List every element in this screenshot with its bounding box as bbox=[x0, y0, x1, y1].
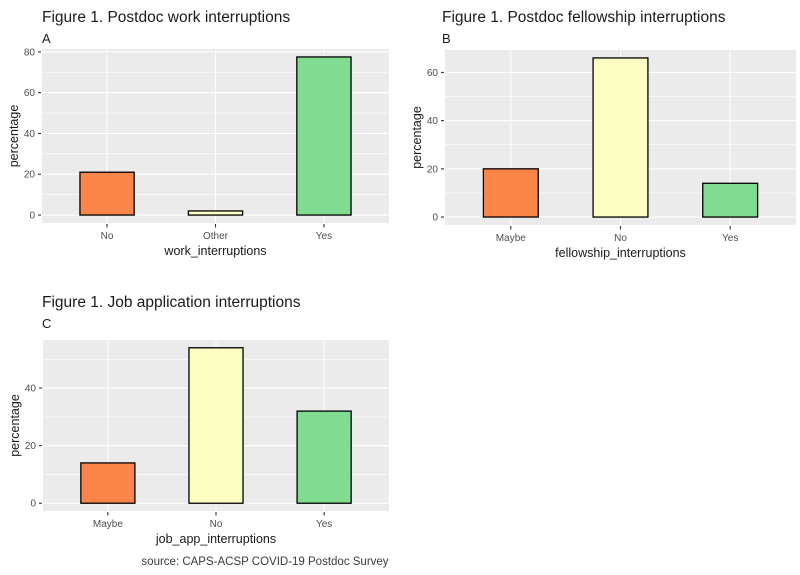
panel-title: Figure 1. Job application interruptions bbox=[42, 294, 301, 311]
bar-maybe bbox=[482, 168, 539, 218]
panel-fellowship-interruptions: 0 20 40 60 Maybe No Yes fellowship_interruption… bbox=[400, 0, 800, 285]
panel-tag: A bbox=[42, 31, 51, 46]
panel-tag: B bbox=[442, 31, 451, 46]
y-axis-title: percentage bbox=[410, 106, 424, 169]
y-tick-label: 0 bbox=[432, 213, 438, 224]
panel-job-app-interruptions: 0 20 40 Maybe No Yes job_app_interruptions perc… bbox=[0, 285, 400, 575]
x-axis-title: job_app_interruptions bbox=[155, 532, 276, 546]
bar-yes bbox=[702, 182, 759, 218]
bar-chart-b: 0 20 40 60 Maybe No Yes fellowship_interruption… bbox=[410, 9, 796, 260]
bar-chart-c: 0 20 40 Maybe No Yes job_app_interruptions perc… bbox=[8, 294, 389, 568]
bar-chart-a: 0 20 40 60 80 No Other Yes work_interruptions per… bbox=[7, 9, 389, 258]
x-tick-label: Maybe bbox=[93, 519, 123, 530]
y-tick-label: 20 bbox=[25, 441, 37, 452]
x-tick-label: No bbox=[210, 519, 223, 530]
y-tick-label: 0 bbox=[30, 499, 36, 510]
bar-yes bbox=[296, 410, 352, 504]
y-tick-label: 60 bbox=[427, 68, 439, 79]
bar-maybe bbox=[80, 462, 136, 504]
y-tick-label: 60 bbox=[24, 88, 36, 99]
x-tick-label: Other bbox=[203, 231, 229, 242]
y-axis-title: percentage bbox=[8, 394, 22, 457]
x-axis-title: fellowship_interruptions bbox=[555, 246, 686, 260]
y-tick-label: 20 bbox=[24, 170, 36, 181]
x-axis-title: work_interruptions bbox=[163, 244, 266, 258]
panel-work-interruptions: 0 20 40 60 80 No Other Yes work_interruptions per… bbox=[0, 0, 400, 285]
bar-other bbox=[187, 210, 244, 216]
bar-no bbox=[592, 57, 649, 218]
x-tick-label: Yes bbox=[316, 231, 332, 242]
panel-tag: C bbox=[42, 316, 51, 331]
y-tick-label: 80 bbox=[24, 47, 36, 58]
y-tick-label: 20 bbox=[427, 164, 439, 175]
bar-yes bbox=[296, 56, 352, 216]
x-tick-label: Yes bbox=[722, 233, 738, 244]
panel-title: Figure 1. Postdoc fellowship interruptio… bbox=[442, 9, 726, 26]
source-caption: source: CAPS-ACSP COVID-19 Postdoc Surve… bbox=[141, 556, 388, 568]
panel-title: Figure 1. Postdoc work interruptions bbox=[42, 9, 290, 26]
x-tick-label: Maybe bbox=[496, 233, 526, 244]
y-tick-label: 40 bbox=[25, 384, 37, 395]
bar-no bbox=[188, 347, 244, 504]
x-tick-label: Yes bbox=[316, 519, 332, 530]
y-tick-label: 0 bbox=[29, 211, 35, 222]
y-tick-label: 40 bbox=[427, 116, 439, 127]
x-tick-label: No bbox=[101, 231, 114, 242]
x-tick-label: No bbox=[614, 233, 627, 244]
bar-no bbox=[79, 171, 135, 216]
y-axis-title: percentage bbox=[7, 105, 21, 168]
y-tick-label: 40 bbox=[24, 129, 36, 140]
